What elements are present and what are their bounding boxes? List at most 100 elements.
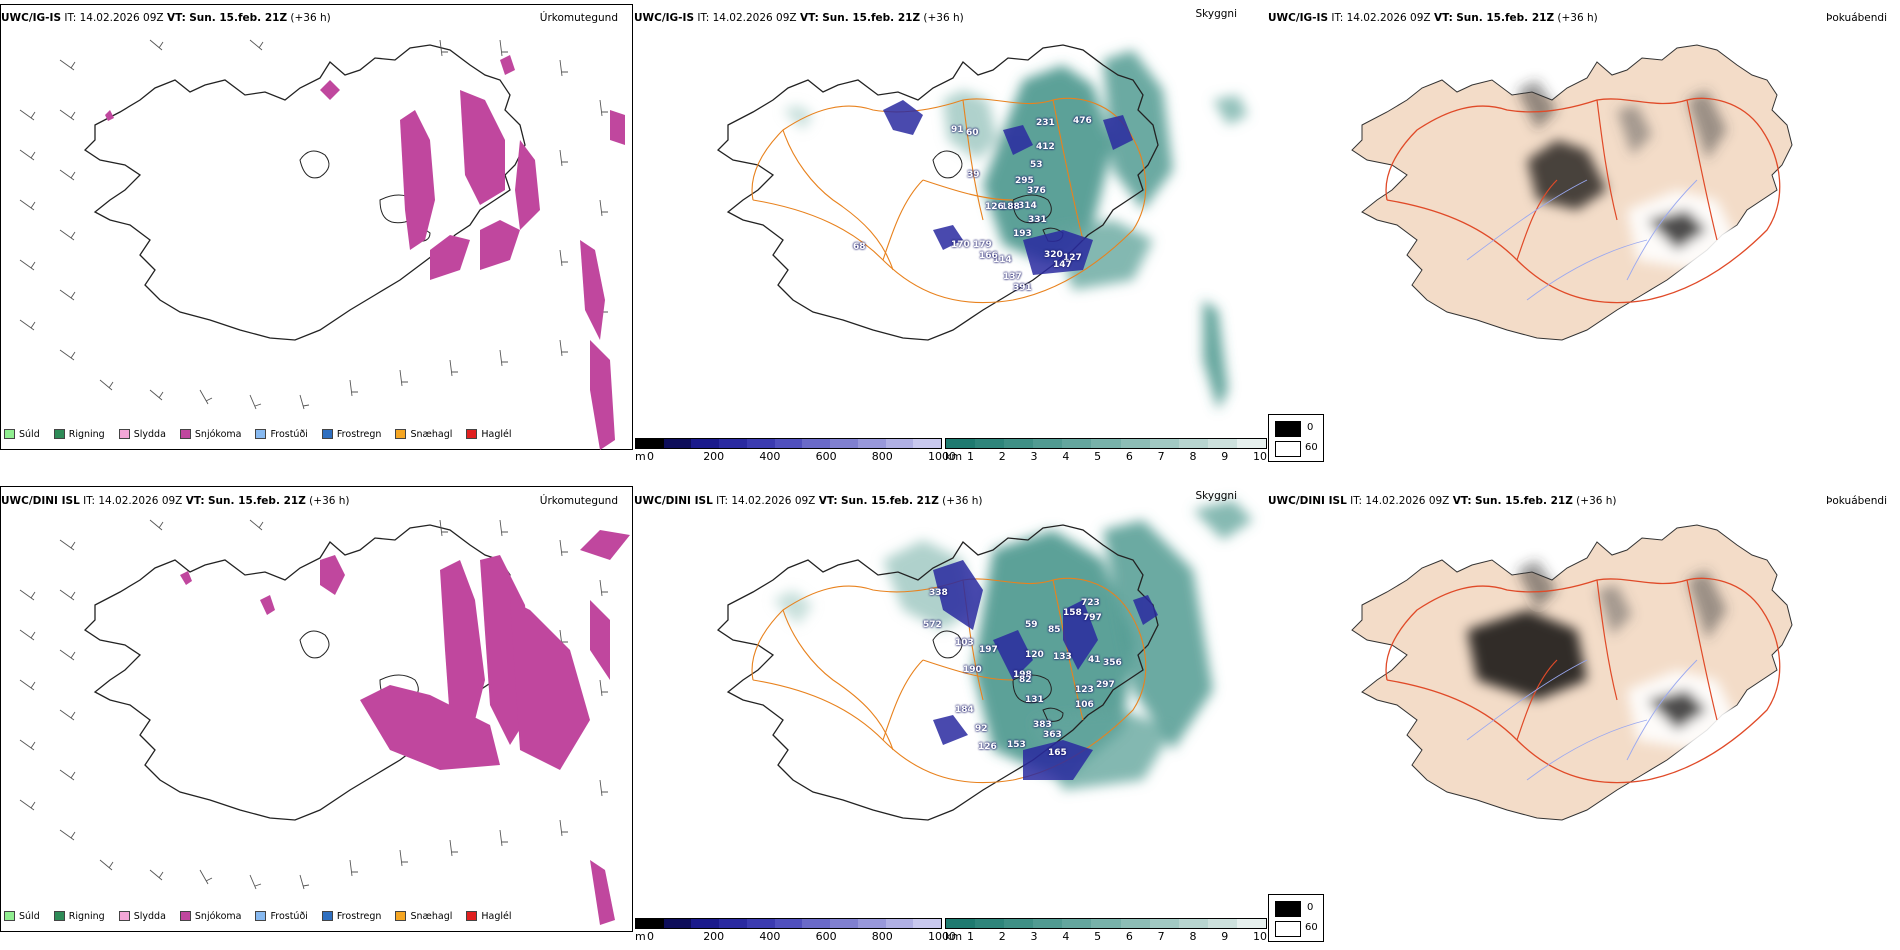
legend-item-slydda: Slydda: [118, 910, 166, 922]
colorbar-segment: [774, 439, 803, 448]
cloud-base-value: 103: [955, 638, 974, 648]
cloud-base-value: 190: [963, 665, 982, 675]
legend-item-rigning: Rigning: [53, 910, 105, 922]
valid-time-label: VT:: [1433, 12, 1453, 24]
valid-time: Sun. 15.feb. 21Z: [189, 12, 288, 24]
cloud-base-value: 184: [955, 705, 974, 715]
colorbar-tick-label: 200: [703, 930, 725, 943]
visibility-title: Skyggni: [1195, 490, 1238, 502]
fog-legend-swatch-max: [1275, 921, 1301, 937]
panel-title: UWC/IG-IS IT: 14.02.2026 09Z VT: Sun. 15…: [634, 12, 1234, 24]
colorbar-segment: [746, 919, 775, 928]
model-name: UWC/DINI ISL: [1, 495, 80, 507]
legend-swatch: [255, 429, 267, 439]
legend-label: Rigning: [68, 910, 105, 922]
colorbar-tick-label: 400: [759, 930, 781, 943]
model-name: UWC/IG-IS: [1, 12, 62, 24]
colorbar-segment: [719, 919, 747, 928]
legend-item-slydda: Slydda: [118, 429, 166, 440]
colorbar-tick-label: 400: [759, 450, 781, 463]
cloud-base-value: 126: [985, 202, 1004, 212]
valid-time-label: VT:: [166, 12, 186, 24]
legend-swatch: [179, 911, 191, 921]
colorbar-tick-label: 10: [1253, 930, 1267, 943]
colorbar-unit: km: [945, 930, 963, 943]
legend-swatch: [4, 429, 15, 439]
cloud-base-value: 39: [967, 170, 980, 180]
cloud-base-value: 297: [1096, 680, 1115, 690]
colorbar-segment: [946, 919, 976, 928]
legend-label: Súld: [19, 428, 40, 440]
panel-title: UWC/IG-IS IT: 14.02.2026 09Z VT: Sun. 15…: [1, 12, 616, 24]
precip-type-title: Úrkomutegund: [539, 12, 618, 24]
legend-item-rigning: Rigning: [53, 428, 105, 440]
cloud-base-value: 120: [1025, 650, 1044, 660]
colorbar-segment: [857, 439, 886, 448]
colorbar-tick-label: 800: [871, 930, 893, 943]
cloud-base-value: 106: [1075, 700, 1094, 710]
precip-legend: Súld Rigning Slydda Snjókoma Frostúði Fr…: [4, 907, 512, 925]
legend-item-frostudi: Frostúði: [255, 429, 308, 440]
legend-item-frostudi: Frostúði: [255, 911, 308, 922]
legend-swatch: [4, 911, 15, 921]
legend-swatch: [321, 429, 333, 439]
colorbar-segment: [1149, 439, 1179, 448]
panel-title: UWC/DINI ISL IT: 14.02.2026 09Z VT: Sun.…: [1, 495, 616, 507]
legend-swatch: [466, 429, 478, 439]
lead-time: (+36 h): [923, 12, 964, 24]
cloud-base-value: 165: [1048, 748, 1067, 758]
valid-time-label: VT:: [1452, 495, 1472, 507]
fog-legend-swatch-min: [1275, 901, 1301, 917]
model-name: UWC/DINI ISL: [634, 495, 713, 507]
map-frame: [0, 4, 633, 450]
visibility-colorbar: km 1 2 3 4 5 6 7 8 9 10: [945, 918, 1267, 946]
cloud-base-value: 60: [966, 128, 979, 138]
colorbar-tick-label: 0: [647, 930, 654, 943]
legend-item-hagel: Haglél: [466, 429, 512, 440]
legend-swatch: [255, 911, 267, 921]
colorbar-segment: [885, 919, 914, 928]
cloud-base-value: 314: [1018, 201, 1037, 211]
colorbar-tick-label: 10: [1253, 450, 1267, 463]
legend-item-hagel: Haglél: [466, 911, 512, 922]
cloud-base-value: 412: [1036, 142, 1055, 152]
colorbar-tick-label: 600: [815, 930, 837, 943]
colorbar-tick-label: 5: [1094, 930, 1102, 943]
colorbar-tick-label: 8: [1189, 450, 1197, 463]
colorbar-segment: [719, 439, 747, 448]
cloud-base-value: 197: [979, 645, 998, 655]
legend-swatch: [321, 911, 333, 921]
colorbar-segment: [1033, 439, 1063, 448]
legend-label: Snæhagl: [410, 910, 453, 922]
legend-label: Súld: [19, 910, 40, 922]
cloud-base-value: 92: [975, 724, 988, 734]
valid-time: Sun. 15.feb. 21Z: [840, 495, 939, 507]
cloud-base-value: 133: [1053, 652, 1072, 662]
valid-time-label: VT:: [799, 12, 819, 24]
valid-time-label: VT:: [185, 495, 205, 507]
cloud-base-value: 723: [1081, 598, 1100, 608]
cloud-base-value: 59: [1025, 620, 1038, 630]
legend-label: Snæhagl: [410, 428, 453, 440]
fog-legend: 0 60: [1268, 894, 1324, 942]
cloud-base-value: 356: [1103, 658, 1122, 668]
legend-item-sudl: Súld: [4, 429, 40, 440]
visibility-panel-bottom: UWC/DINI ISL IT: 14.02.2026 09Z VT: Sun.…: [633, 480, 1253, 928]
colorbar-tick-label: 9: [1221, 450, 1229, 463]
legend-label: Slydda: [133, 910, 166, 922]
init-time: IT: 14.02.2026 09Z: [64, 12, 164, 24]
precip-panel-top: UWC/IG-IS IT: 14.02.2026 09Z VT: Sun. 15…: [0, 0, 633, 450]
legend-label: Rigning: [68, 428, 105, 440]
colorbar-tick-label: 4: [1062, 930, 1070, 943]
cloud-base-value: 476: [1073, 116, 1092, 126]
cloud-base-value: 179: [973, 240, 992, 250]
colorbar-tick-label: 6: [1125, 450, 1133, 463]
fog-panel-bottom: UWC/DINI ISL IT: 14.02.2026 09Z VT: Sun.…: [1267, 480, 1887, 928]
legend-swatch: [395, 911, 407, 921]
legend-swatch: [466, 911, 478, 921]
fog-index-title: Þokuábendi: [1826, 495, 1887, 507]
cloud-base-value: 137: [1003, 272, 1022, 282]
colorbar-segment: [1062, 439, 1092, 448]
fog-legend-swatch-max: [1275, 441, 1301, 457]
colorbar-segment: [663, 439, 692, 448]
